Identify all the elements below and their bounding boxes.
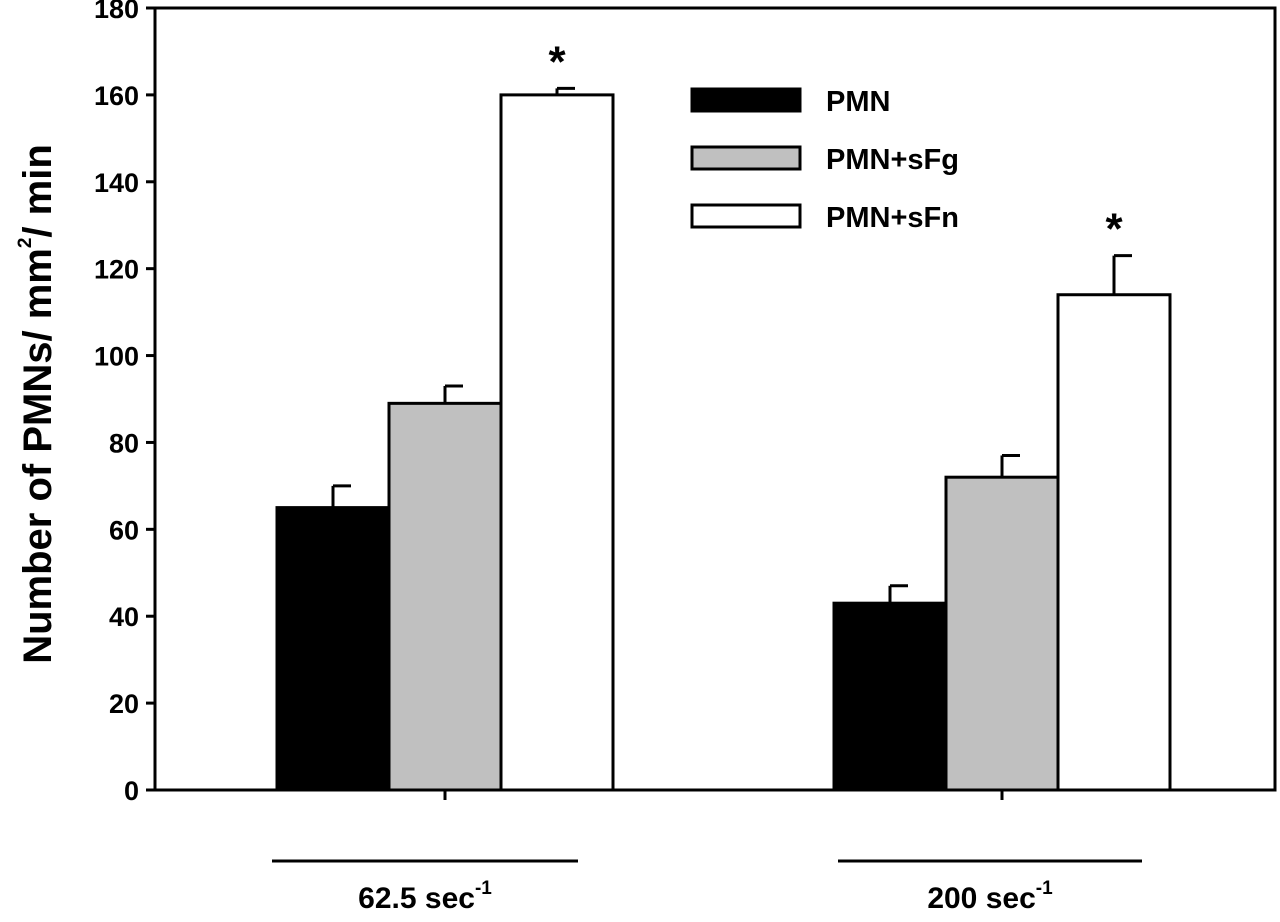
legend-label: PMN+sFn	[826, 202, 959, 234]
legend-swatch	[690, 87, 802, 113]
category-label: 200 sec-1	[927, 878, 1053, 915]
legend-swatch	[690, 145, 802, 171]
bar-pmn-sfg	[387, 401, 503, 792]
bar-pmn	[832, 601, 948, 792]
y-tick-label: 140	[94, 168, 139, 198]
y-tick-label: 160	[94, 81, 139, 111]
bar-pmn-sfg	[944, 475, 1060, 792]
y-tick-label: 80	[109, 428, 139, 458]
y-tick-label: 0	[124, 776, 139, 806]
y-tick-label: 120	[94, 255, 139, 285]
legend-label: PMN	[826, 86, 890, 118]
category-label: 62.5 sec-1	[358, 878, 492, 915]
y-tick-label: 180	[94, 0, 139, 24]
legend-swatch	[690, 203, 802, 229]
y-tick-label: 100	[94, 342, 139, 372]
plot-frame	[153, 6, 1277, 792]
svg-text:Number of PMNs/ mm2/ min: Number of PMNs/ mm2/ min	[15, 144, 60, 664]
bar-pmn-sfn	[1056, 293, 1172, 792]
bar-pmn-sfn	[499, 93, 615, 792]
y-axis-title: Number of PMNs/ mm2/ min	[15, 144, 60, 664]
y-tick-label: 20	[109, 689, 139, 719]
significance-marker: *	[548, 37, 566, 86]
significance-marker: *	[1105, 205, 1123, 254]
legend-label: PMN+sFg	[826, 144, 959, 176]
bar-pmn	[275, 506, 391, 792]
y-tick-label: 40	[109, 602, 139, 632]
y-tick-label: 60	[109, 515, 139, 545]
